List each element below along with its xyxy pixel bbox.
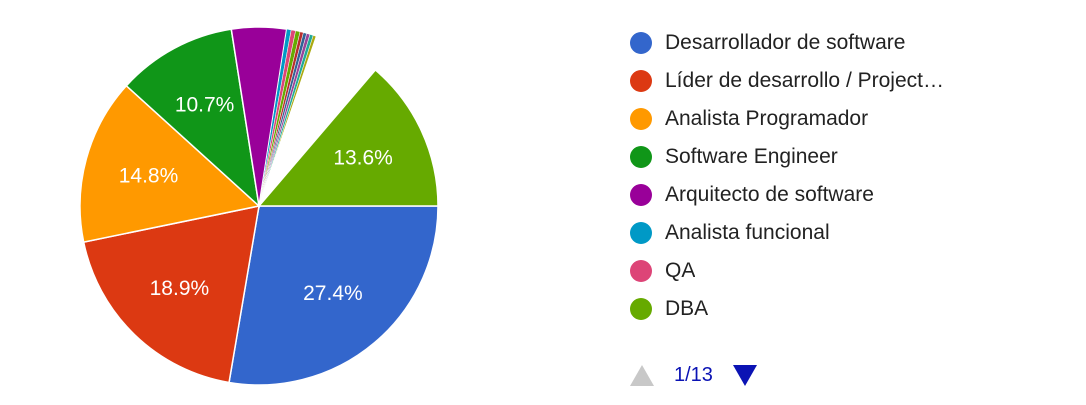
legend-swatch-icon: [630, 184, 652, 206]
legend-swatch-icon: [630, 298, 652, 320]
legend-swatch-icon: [630, 146, 652, 168]
legend-item-7[interactable]: DBA: [630, 290, 944, 328]
slice-label-2: 14.8%: [119, 164, 179, 187]
legend-item-1[interactable]: Líder de desarrollo / Project…: [630, 62, 944, 100]
legend-item-4[interactable]: Arquitecto de software: [630, 176, 944, 214]
slice-label-0: 27.4%: [303, 282, 363, 305]
pie-slice-0[interactable]: [228, 205, 439, 386]
legend-item-0[interactable]: Desarrollador de software: [630, 24, 944, 62]
triangle-up-icon[interactable]: [630, 364, 654, 386]
pie-slice-3[interactable]: [125, 28, 261, 208]
legend-item-3[interactable]: Software Engineer: [630, 138, 944, 176]
legend-label: DBA: [665, 297, 709, 320]
legend-swatch-icon: [630, 108, 652, 130]
pie-slice-1[interactable]: [82, 205, 260, 384]
legend-pager: 1/13: [630, 360, 757, 390]
slice-label-3: 10.7%: [175, 94, 235, 117]
pager-page-indicator: 1/13: [674, 363, 713, 386]
legend-item-2[interactable]: Analista Programador: [630, 100, 944, 138]
legend-swatch-icon: [630, 70, 652, 92]
legend-label: Arquitecto de software: [665, 183, 874, 206]
legend-item-6[interactable]: QA: [630, 252, 944, 290]
legend-swatch-icon: [630, 32, 652, 54]
legend-swatch-icon: [630, 222, 652, 244]
legend-label: QA: [665, 259, 696, 282]
legend-label: Líder de desarrollo / Project…: [665, 69, 944, 92]
legend-label: Software Engineer: [665, 145, 838, 168]
pie-chart: 27.4% 18.9% 14.8% 10.7% 13.6%: [79, 26, 439, 386]
triangle-down-icon[interactable]: [732, 364, 757, 386]
legend-label: Desarrollador de software: [665, 31, 906, 54]
legend: Desarrollador de software Líder de desarr…: [630, 24, 944, 328]
legend-label: Analista funcional: [665, 221, 830, 244]
legend-item-5[interactable]: Analista funcional: [630, 214, 944, 252]
legend-swatch-icon: [630, 260, 652, 282]
pie-slice-2[interactable]: [79, 84, 261, 243]
legend-label: Analista Programador: [665, 107, 869, 130]
slice-label-1: 18.9%: [150, 277, 210, 300]
pie-slice-14[interactable]: [257, 68, 439, 207]
slice-label-14: 13.6%: [333, 147, 393, 170]
